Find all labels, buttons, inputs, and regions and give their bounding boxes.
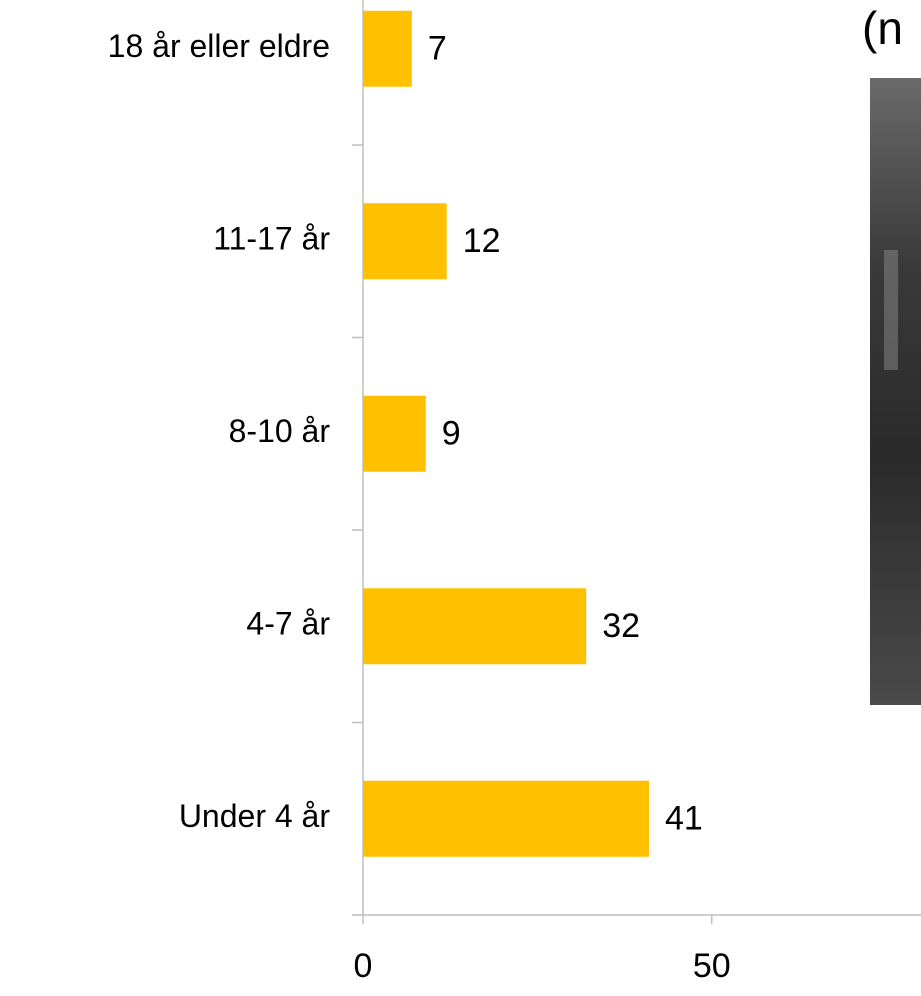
category-label: Under 4 år — [179, 798, 331, 834]
value-label: 7 — [428, 30, 447, 68]
x-tick-label: 0 — [354, 947, 373, 985]
value-label: 32 — [602, 607, 640, 645]
bar — [363, 395, 426, 472]
value-label: 12 — [463, 222, 501, 260]
value-label: 9 — [442, 415, 461, 453]
bar — [363, 203, 447, 280]
category-label: 8-10 år — [229, 413, 331, 449]
category-label: 11-17 år — [213, 221, 330, 257]
bar — [363, 10, 412, 87]
photo-detail — [884, 250, 898, 370]
bar — [363, 588, 587, 665]
value-label: 41 — [665, 800, 703, 838]
category-label: 18 år eller eldre — [108, 28, 330, 64]
photo — [870, 78, 921, 705]
x-tick-label: 50 — [693, 947, 731, 985]
bar — [363, 780, 649, 857]
chart-title: (n — [862, 2, 903, 54]
category-label: 4-7 år — [246, 606, 330, 642]
